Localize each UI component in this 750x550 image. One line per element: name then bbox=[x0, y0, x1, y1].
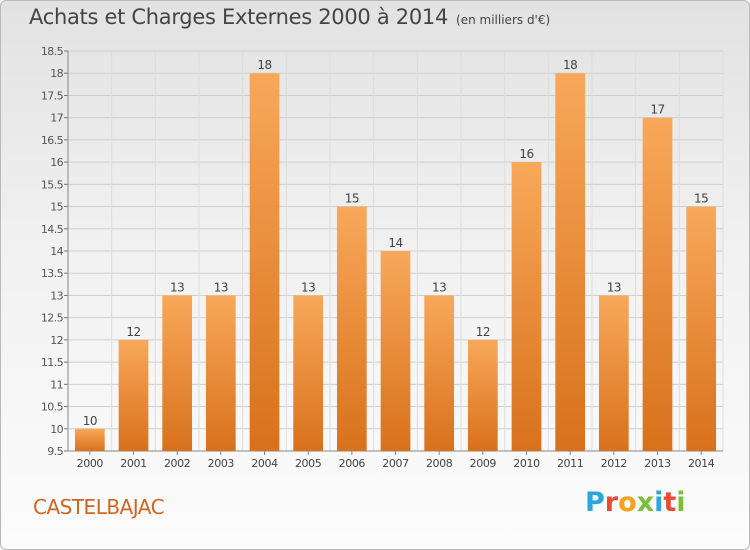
bar bbox=[336, 206, 367, 451]
x-tick-label: 2004 bbox=[251, 457, 278, 470]
x-tick-label: 2002 bbox=[164, 457, 190, 470]
bar-value-label: 12 bbox=[476, 325, 490, 339]
logo-letter: o bbox=[618, 487, 637, 518]
bar-value-label: 15 bbox=[345, 192, 359, 206]
bar-value-label: 16 bbox=[519, 147, 533, 161]
y-tick-label: 16.5 bbox=[41, 134, 64, 147]
y-tick-label: 10.5 bbox=[41, 401, 64, 414]
logo-letter: i bbox=[676, 487, 686, 518]
x-tick-label: 2003 bbox=[208, 457, 235, 470]
labels: 9.5 10 10.5 11 11.5 12 12.5 13 13.5 14 14.5 15 15.5 1… bbox=[41, 45, 715, 470]
bar bbox=[293, 295, 324, 451]
bar bbox=[642, 117, 673, 452]
bar bbox=[249, 73, 280, 451]
logo-letter: P bbox=[585, 487, 605, 518]
y-tick-label: 15.5 bbox=[41, 178, 64, 191]
bar bbox=[205, 295, 236, 451]
x-tick-label: 2008 bbox=[426, 457, 453, 470]
chart-title: Achats et Charges Externes 2000 à 2014 (e… bbox=[29, 5, 550, 29]
bar bbox=[598, 295, 629, 451]
y-tick-label: 18 bbox=[50, 67, 63, 80]
x-tick-label: 2012 bbox=[601, 457, 627, 470]
y-tick-label: 14.5 bbox=[41, 223, 64, 236]
y-tick-label: 11.5 bbox=[41, 356, 64, 369]
y-tick-label: 16 bbox=[50, 156, 63, 169]
x-tick-label: 2014 bbox=[688, 457, 715, 470]
x-tick-label: 2011 bbox=[557, 457, 583, 470]
bar-value-label: 13 bbox=[170, 280, 184, 294]
chart-unit: (en milliers d'€) bbox=[456, 13, 551, 27]
y-tick-label: 13.5 bbox=[41, 267, 64, 280]
bar-value-label: 13 bbox=[214, 280, 228, 294]
bar-value-label: 10 bbox=[83, 414, 97, 428]
bar bbox=[511, 162, 542, 451]
y-tick-label: 12 bbox=[50, 334, 63, 347]
y-tick-label: 13 bbox=[50, 289, 63, 302]
bar-value-label: 18 bbox=[257, 58, 271, 72]
bar-value-label: 13 bbox=[432, 280, 446, 294]
bar-value-label: 12 bbox=[126, 325, 140, 339]
bar-value-label: 15 bbox=[694, 192, 708, 206]
x-tick-label: 2000 bbox=[77, 457, 104, 470]
x-tick-label: 2007 bbox=[382, 457, 409, 470]
x-tick-label: 2009 bbox=[470, 457, 497, 470]
logo-letter: i bbox=[654, 487, 664, 518]
proxiti-logo: Proxiti bbox=[585, 487, 686, 518]
logo-letter: x bbox=[636, 487, 655, 518]
x-tick-label: 2006 bbox=[339, 457, 366, 470]
bar bbox=[555, 73, 586, 451]
bar-value-label: 13 bbox=[607, 280, 621, 294]
chart-title-text: Achats et Charges Externes 2000 à 2014 bbox=[29, 5, 449, 29]
logo-letter: t bbox=[663, 487, 677, 518]
bar-value-label: 13 bbox=[301, 280, 315, 294]
y-tick-label: 15 bbox=[50, 201, 63, 214]
y-tick-label: 12.5 bbox=[41, 312, 64, 325]
bar-value-label: 14 bbox=[388, 236, 402, 250]
bar-value-label: 18 bbox=[563, 58, 577, 72]
bars bbox=[74, 73, 717, 452]
bar bbox=[118, 339, 149, 451]
y-tick-label: 18.5 bbox=[41, 45, 64, 58]
place-name: CASTELBAJAC bbox=[33, 495, 165, 519]
logo-letter: r bbox=[604, 487, 619, 518]
y-tick-label: 11 bbox=[50, 378, 63, 391]
bar bbox=[424, 295, 455, 451]
bar bbox=[686, 206, 717, 451]
y-tick-label: 14 bbox=[50, 245, 63, 258]
bar bbox=[162, 295, 193, 451]
y-tick-label: 9.5 bbox=[47, 445, 63, 458]
y-tick-label: 17.5 bbox=[41, 89, 64, 102]
x-tick-label: 2013 bbox=[644, 457, 671, 470]
bar bbox=[74, 428, 105, 451]
x-tick-label: 2005 bbox=[295, 457, 322, 470]
y-tick-label: 10 bbox=[50, 423, 63, 436]
x-tick-label: 2010 bbox=[513, 457, 540, 470]
y-tick-label: 17 bbox=[50, 112, 63, 125]
bar bbox=[380, 251, 411, 451]
x-tick-label: 2001 bbox=[120, 457, 146, 470]
bar bbox=[467, 339, 498, 451]
bar-value-label: 17 bbox=[650, 103, 664, 117]
